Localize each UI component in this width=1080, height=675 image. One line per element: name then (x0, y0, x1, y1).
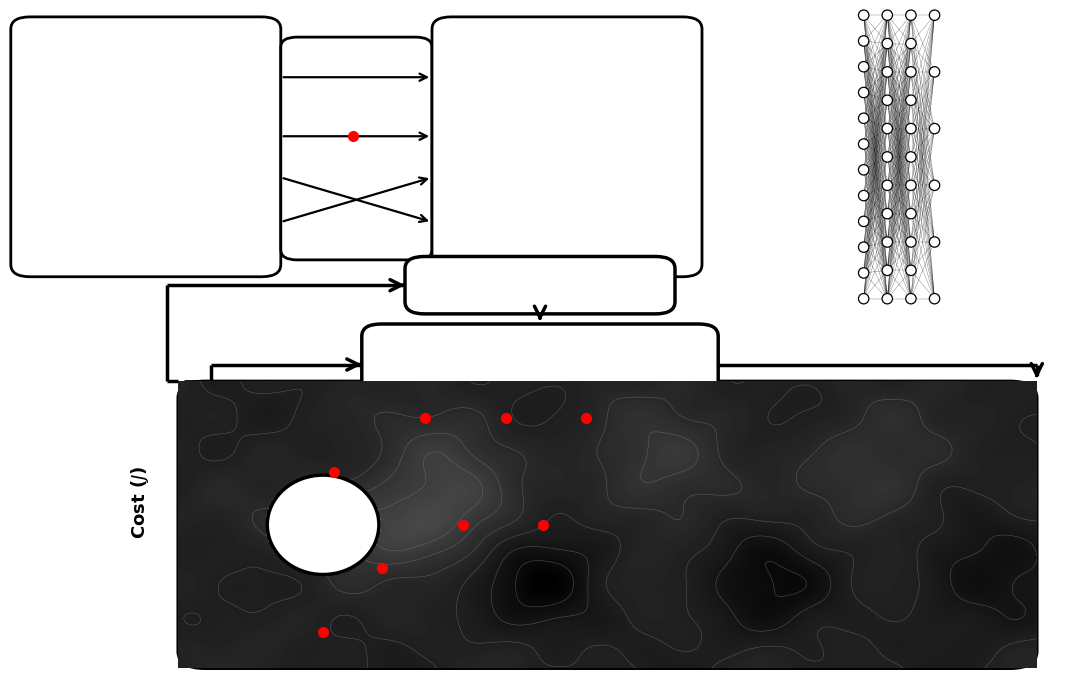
Text: $\vdots$: $\vdots$ (561, 136, 573, 157)
Circle shape (882, 67, 892, 77)
Circle shape (930, 294, 940, 304)
Text: $b_M^2 = K_M^2(s)\ \rightarrow\ J_M^2$: $b_M^2 = K_M^2(s)\ \rightarrow\ J_M^2$ (509, 192, 625, 215)
Circle shape (882, 209, 892, 219)
Circle shape (859, 87, 868, 98)
Circle shape (859, 36, 868, 46)
Circle shape (930, 10, 940, 20)
Circle shape (882, 152, 892, 162)
Circle shape (882, 180, 892, 190)
FancyBboxPatch shape (178, 381, 1037, 668)
Text: Sensor($s$): Sensor($s$) (179, 454, 199, 550)
Circle shape (906, 294, 916, 304)
Circle shape (882, 294, 892, 304)
Circle shape (906, 237, 916, 247)
Text: Replication: Replication (322, 55, 391, 68)
Circle shape (859, 216, 868, 227)
Circle shape (859, 61, 868, 72)
Circle shape (882, 124, 892, 134)
Circle shape (906, 209, 916, 219)
Circle shape (906, 265, 916, 275)
Circle shape (859, 190, 868, 200)
Circle shape (859, 268, 868, 278)
Circle shape (906, 95, 916, 105)
Circle shape (930, 124, 940, 134)
Text: $b_m^1 = K_m^1(s)\ \rightarrow\ J_m^1$: $b_m^1 = K_m^1(s)\ \rightarrow\ J_m^1$ (86, 88, 205, 111)
Circle shape (882, 237, 892, 247)
Text: $\vdots$: $\vdots$ (139, 136, 152, 157)
Text: Cost ($J$): Cost ($J$) (130, 465, 151, 539)
Text: LGPC / DRL: LGPC / DRL (467, 273, 613, 297)
Circle shape (906, 38, 916, 49)
FancyBboxPatch shape (281, 37, 432, 260)
Text: Crossover: Crossover (325, 158, 388, 171)
Text: Control Law: Control Law (465, 341, 615, 360)
Circle shape (906, 10, 916, 20)
Circle shape (882, 265, 892, 275)
Circle shape (859, 165, 868, 175)
Circle shape (906, 152, 916, 162)
Circle shape (930, 67, 940, 77)
Circle shape (906, 124, 916, 134)
Circle shape (859, 113, 868, 124)
Circle shape (267, 475, 379, 574)
FancyBboxPatch shape (405, 256, 675, 314)
Circle shape (882, 10, 892, 20)
Circle shape (882, 38, 892, 49)
Circle shape (859, 10, 868, 20)
Circle shape (930, 180, 940, 190)
FancyBboxPatch shape (432, 17, 702, 277)
Text: $\vdots$: $\vdots$ (561, 32, 573, 53)
FancyBboxPatch shape (11, 17, 281, 277)
FancyBboxPatch shape (362, 324, 718, 405)
Text: $b_m^2 = K_m^2(s)\ \rightarrow\ J_m^2$: $b_m^2 = K_m^2(s)\ \rightarrow\ J_m^2$ (508, 88, 626, 111)
Circle shape (930, 237, 940, 247)
Text: $\vdots$: $\vdots$ (139, 32, 152, 53)
Circle shape (859, 242, 868, 252)
Circle shape (906, 67, 916, 77)
Text: $b(s) = K(s)$: $b(s) = K(s)$ (486, 371, 594, 394)
Circle shape (859, 294, 868, 304)
Circle shape (906, 180, 916, 190)
Text: Mutation: Mutation (328, 116, 384, 129)
Text: $b_M^1 = K_M^1(s)\ \rightarrow\ J_M^1$: $b_M^1 = K_M^1(s)\ \rightarrow\ J_M^1$ (87, 192, 204, 215)
Circle shape (882, 95, 892, 105)
Circle shape (859, 139, 868, 149)
